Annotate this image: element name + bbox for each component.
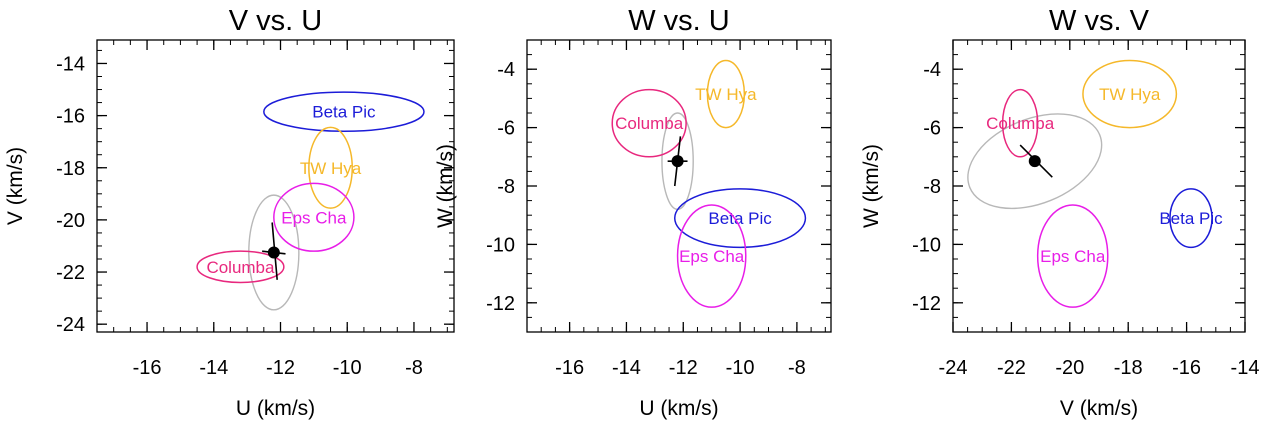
ellipse-columba: [196, 250, 285, 284]
plot-area: Beta Pic TW Hya Eps Cha Columba: [196, 91, 425, 311]
x-tick-label: -8: [788, 357, 806, 379]
y-tick-label: -6: [923, 118, 941, 140]
x-tick-label: -16: [1172, 357, 1201, 379]
y-tick-label: -6: [497, 118, 515, 140]
x-tick-label: -10: [726, 357, 755, 379]
ellipse-tw-hya: [1082, 59, 1178, 129]
ellipse-beta-pic: [673, 188, 807, 249]
x-tick-label: -14: [612, 357, 641, 379]
y-tick-label: -22: [56, 262, 85, 284]
label-beta-pic: Beta Pic: [312, 103, 376, 122]
ellipse-beta-pic: [263, 91, 425, 132]
y-tick-label: -18: [56, 158, 85, 180]
x-tick-label: -16: [555, 357, 584, 379]
x-tick-label: -14: [1231, 357, 1260, 379]
x-tick-label: -18: [1114, 357, 1143, 379]
y-tick-label: -10: [486, 234, 515, 256]
chart-title: W vs. V: [1049, 5, 1150, 37]
chart-title: W vs. U: [628, 5, 730, 37]
target-uncertainty-ellipse: [967, 113, 1103, 210]
ellipse-eps-cha: [273, 182, 355, 252]
x-tick-label: -10: [333, 357, 362, 379]
y-tick-label: -20: [56, 210, 85, 232]
y-tick-label: -8: [497, 176, 515, 198]
x-axis-label: U (km/s): [236, 397, 315, 420]
x-tick-label: -12: [266, 357, 295, 379]
label-beta-pic: Beta Pic: [1159, 209, 1223, 228]
ellipse-tw-hya: [706, 59, 746, 129]
target-uncertainty-ellipse: [248, 194, 300, 311]
label-tw-hya: TW Hya: [1099, 85, 1161, 104]
label-beta-pic: Beta Pic: [708, 209, 772, 228]
label-tw-hya: TW Hya: [695, 85, 757, 104]
y-tick-label: -14: [56, 53, 85, 75]
y-tick-label: -12: [486, 293, 515, 315]
plot-frame: [526, 39, 832, 333]
x-tick-label: -24: [939, 357, 968, 379]
y-tick-label: -4: [923, 59, 941, 81]
y-tick-label: -4: [497, 59, 515, 81]
y-tick-label: -24: [56, 314, 85, 336]
target-point: [671, 155, 684, 168]
ellipse-tw-hya: [308, 126, 353, 209]
y-tick-label: -12: [912, 293, 941, 315]
ellipse-columba: [1001, 88, 1039, 158]
label-columba: Columba: [986, 114, 1055, 133]
label-columba: Columba: [615, 114, 684, 133]
label-tw-hya: TW Hya: [300, 159, 362, 178]
y-tick-label: -16: [56, 106, 85, 128]
target-point: [1028, 155, 1041, 168]
ellipse-beta-pic: [1169, 188, 1213, 249]
y-axis-label: W (km/s): [434, 144, 457, 228]
y-tick-label: -10: [912, 234, 941, 256]
label-eps-cha: Eps Cha: [281, 208, 347, 227]
ellipse-columba: [611, 88, 687, 158]
panel-3: W vs. V V (km/s) W (km/s) -24 -22 -20 -18 -16 -1…: [860, 5, 1259, 420]
plot-area: TW Hya Columba Beta Pic Eps Cha: [611, 59, 807, 308]
x-tick-label: -8: [405, 357, 423, 379]
target-point: [267, 246, 280, 259]
x-axis-label: U (km/s): [639, 397, 718, 420]
chart-title: V vs. U: [229, 5, 322, 37]
x-tick-label: -12: [669, 357, 698, 379]
x-tick-label: -14: [199, 357, 228, 379]
ellipse-eps-cha: [1036, 204, 1109, 308]
plot-frame: [952, 39, 1246, 333]
plot-frame: [96, 39, 455, 333]
x-tick-label: -20: [1055, 357, 1084, 379]
y-axis-label: V (km/s): [4, 147, 27, 225]
y-axis-label: W (km/s): [860, 144, 883, 228]
ellipse-eps-cha: [676, 204, 747, 308]
plot-area: TW Hya Columba Beta Pic Eps Cha: [967, 59, 1223, 308]
x-tick-label: -16: [133, 357, 162, 379]
x-tick-label: -22: [997, 357, 1026, 379]
x-axis-label: V (km/s): [1060, 397, 1138, 420]
panel-2: W vs. U U (km/s) W (km/s) -16 -14 -12 -10 -8 -12…: [434, 5, 832, 420]
y-tick-label: -8: [923, 176, 941, 198]
panel-1: V vs. U U (km/s) V (km/s) -16 -14 -12 -10 -8 -24…: [4, 5, 455, 420]
label-eps-cha: Eps Cha: [679, 247, 745, 266]
label-columba: Columba: [206, 258, 275, 277]
label-eps-cha: Eps Cha: [1040, 247, 1106, 266]
